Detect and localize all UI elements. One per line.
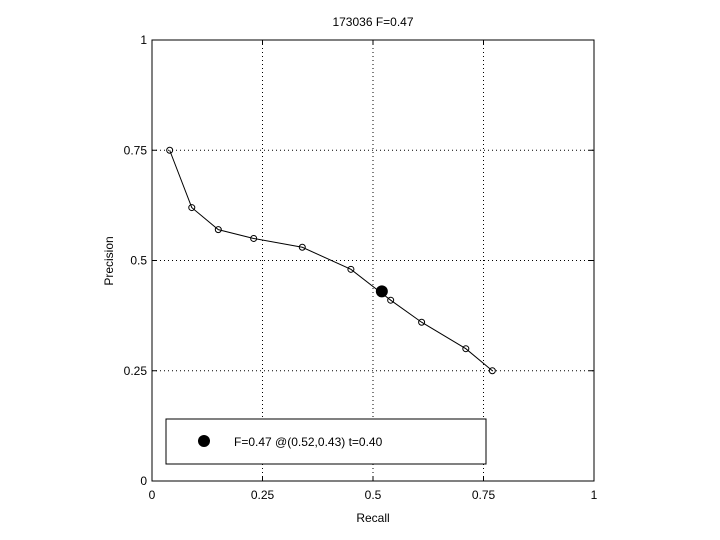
data-point	[298, 243, 306, 251]
x-tick-label: 0	[149, 488, 156, 502]
data-point	[214, 226, 222, 234]
y-tick-label: 1	[140, 33, 147, 47]
data-point	[418, 318, 426, 326]
best-f-point	[375, 285, 388, 298]
y-tick-label: 0.5	[130, 254, 147, 268]
data-point	[250, 234, 258, 242]
data-point	[347, 265, 355, 273]
y-tick-label: 0.75	[124, 143, 148, 157]
legend-marker	[198, 435, 210, 447]
tick-labels: 0 0.25 0.5 0.75 1 0 0.25 0.5 0.75 1	[124, 33, 598, 502]
data-point	[462, 345, 470, 353]
x-axis-label: Recall	[356, 511, 389, 525]
y-tick-label: 0	[140, 474, 147, 488]
grid	[152, 40, 594, 481]
x-tick-label: 0.5	[365, 488, 382, 502]
series-line	[169, 150, 493, 372]
data-point	[488, 367, 496, 375]
x-tick-label: 0.25	[251, 488, 275, 502]
legend-box	[165, 418, 487, 465]
data-point	[166, 146, 174, 154]
x-tick-label: 0.75	[472, 488, 496, 502]
y-axis-label: Precision	[102, 236, 116, 285]
axis-ticks	[151, 39, 595, 482]
legend: F=0.47 @(0.52,0.43) t=0.40	[165, 418, 487, 465]
chart-title: 173036 F=0.47	[332, 15, 413, 29]
x-tick-label: 1	[591, 488, 598, 502]
y-tick-label: 0.25	[124, 364, 148, 378]
data-point	[188, 204, 196, 212]
series	[166, 146, 496, 375]
legend-label: F=0.47 @(0.52,0.43) t=0.40	[234, 435, 383, 449]
data-point	[387, 296, 395, 304]
